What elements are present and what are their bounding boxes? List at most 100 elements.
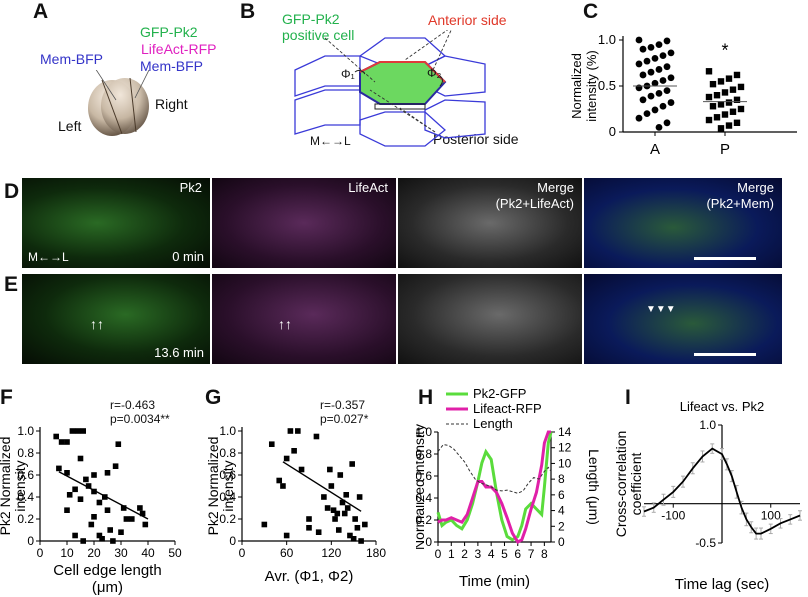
c-point-a xyxy=(659,77,667,84)
h-series-pk2-gfp xyxy=(436,431,553,542)
d-caption-merge2-sub: (Pk2+Mem) xyxy=(706,196,774,211)
c-point-a xyxy=(639,96,647,104)
h-x-tick-label: 0 xyxy=(435,547,442,561)
c-y-axis-label: Normalizedintensity (%) xyxy=(569,50,599,122)
f-x-axis-label-line1: Cell edge length xyxy=(53,562,161,579)
h-y-tick-label: 0.2 xyxy=(416,513,432,527)
i-y-tick-label: -0.5 xyxy=(695,536,716,550)
g-point xyxy=(268,441,275,447)
micrograph-d-pk2: Pk2 M←→L 0 min xyxy=(22,178,210,268)
c-point-a xyxy=(659,102,667,110)
c-point-a xyxy=(635,84,643,92)
g-point xyxy=(362,521,368,528)
f-point xyxy=(66,492,73,498)
f-point xyxy=(99,536,105,542)
c-point-p xyxy=(733,71,741,79)
f-x-tick-label: 10 xyxy=(60,546,74,560)
c-point-a xyxy=(639,71,647,79)
c-point-a xyxy=(663,87,671,94)
g-x-tick-label: 180 xyxy=(366,546,386,560)
g-point xyxy=(315,529,322,535)
f-point xyxy=(56,465,62,472)
c-point-p xyxy=(705,68,713,75)
g-point xyxy=(291,448,297,454)
g-point xyxy=(349,461,355,467)
g-point xyxy=(306,525,312,531)
f-point xyxy=(123,516,130,522)
c-point-p xyxy=(737,83,745,91)
f-x-tick-label: 0 xyxy=(37,546,44,560)
h-y-tick-label: 0.4 xyxy=(416,491,432,505)
h-y-right-tick-label: 4 xyxy=(558,504,565,518)
g-point xyxy=(283,455,290,462)
h-y-tick-label: 0 xyxy=(425,535,432,549)
g-y-axis-label-line2: intensity xyxy=(220,460,236,511)
g-point xyxy=(287,428,294,434)
anterior-edge xyxy=(359,61,446,83)
f-x-tick-label: 30 xyxy=(114,546,128,560)
f-x-tick-label: 50 xyxy=(168,546,182,560)
f-point xyxy=(77,496,84,502)
c-x-tick-label: A xyxy=(650,141,660,155)
g-point xyxy=(339,499,346,506)
i-y-axis-label: Cross-correlationcoefficient xyxy=(614,431,644,538)
f-point xyxy=(91,472,97,478)
d-caption-merge1: Merge xyxy=(537,180,574,195)
h-y-right-tick-label: 12 xyxy=(558,441,572,455)
g-point xyxy=(337,472,344,478)
f-x-axis-label-line2: (μm) xyxy=(92,579,123,596)
c-point-a xyxy=(647,43,655,51)
f-x-tick-label: 20 xyxy=(87,546,101,560)
panel-label-f: F xyxy=(0,386,13,409)
micrograph-d-lifeact: LifeAct xyxy=(212,178,396,268)
h-x-tick-label: 2 xyxy=(461,547,468,561)
panel-label-c: C xyxy=(583,0,599,23)
f-point xyxy=(91,514,97,520)
c-point-a xyxy=(663,63,671,71)
c-point-p xyxy=(729,86,737,93)
b-axis-label: M←→L xyxy=(310,134,351,148)
f-point xyxy=(72,486,78,493)
g-point xyxy=(335,527,342,533)
c-point-p xyxy=(721,89,729,96)
chart-i: Lifeact vs. Pk2 -0.5 1.0 -100 100 Time lag (s… xyxy=(614,399,802,593)
b-gfp-label-1: GFP-Pk2 xyxy=(282,11,340,27)
h-x-tick-label: 4 xyxy=(488,547,495,561)
h-x-tick-label: 6 xyxy=(514,547,521,561)
f-point xyxy=(96,532,103,539)
f-y-axis-label-line1: Pk2 Normalized xyxy=(0,437,13,536)
g-point xyxy=(343,492,350,498)
e-scale-bar xyxy=(694,353,756,356)
g-y-axis-label: Pk2 Normalizedintensity xyxy=(208,437,236,536)
a-lifeact-label: LifeAct-RFP xyxy=(141,41,217,57)
micrograph-e-pk2: ↑↑ 13.6 min xyxy=(22,274,210,364)
d-caption-merge1-sub: (Pk2+LifeAct) xyxy=(495,196,574,211)
a-mem-right-label: Mem-BFP xyxy=(140,58,203,74)
c-point-p xyxy=(717,78,725,85)
f-y-tick-label: 0.6 xyxy=(17,468,34,482)
h-legend-label: Pk2-GFP xyxy=(473,386,526,401)
c-point-a xyxy=(659,52,667,60)
e-arrows-pk2: ↑↑ xyxy=(90,316,104,332)
c-point-p xyxy=(709,103,717,110)
micrograph-d-merge-lifeact: Merge (Pk2+LifeAct) xyxy=(398,178,582,268)
h-series-lifeact-rfp xyxy=(437,430,551,545)
c-point-p xyxy=(725,75,733,82)
h-x-tick-label: 7 xyxy=(528,547,535,561)
c-point-a xyxy=(651,79,659,87)
c-point-p xyxy=(733,96,741,103)
h-legend-label: Length xyxy=(473,416,513,431)
c-point-p xyxy=(725,122,733,129)
c-point-a xyxy=(655,124,663,131)
g-point xyxy=(261,521,268,528)
h-y-tick-label: 0.8 xyxy=(416,447,432,461)
f-stats-r: r=-0.463 xyxy=(110,398,156,412)
g-x-tick-label: 60 xyxy=(280,546,294,560)
h-y-right-tick-label: 10 xyxy=(558,456,572,470)
panel-label-h: H xyxy=(418,386,434,409)
g-regression-line xyxy=(282,461,362,512)
micrograph-e-merge-mem: ▼▼▼ xyxy=(584,274,782,364)
g-stats-p: p=0.027* xyxy=(320,412,369,426)
c-point-p xyxy=(733,119,741,126)
f-point xyxy=(85,483,92,489)
